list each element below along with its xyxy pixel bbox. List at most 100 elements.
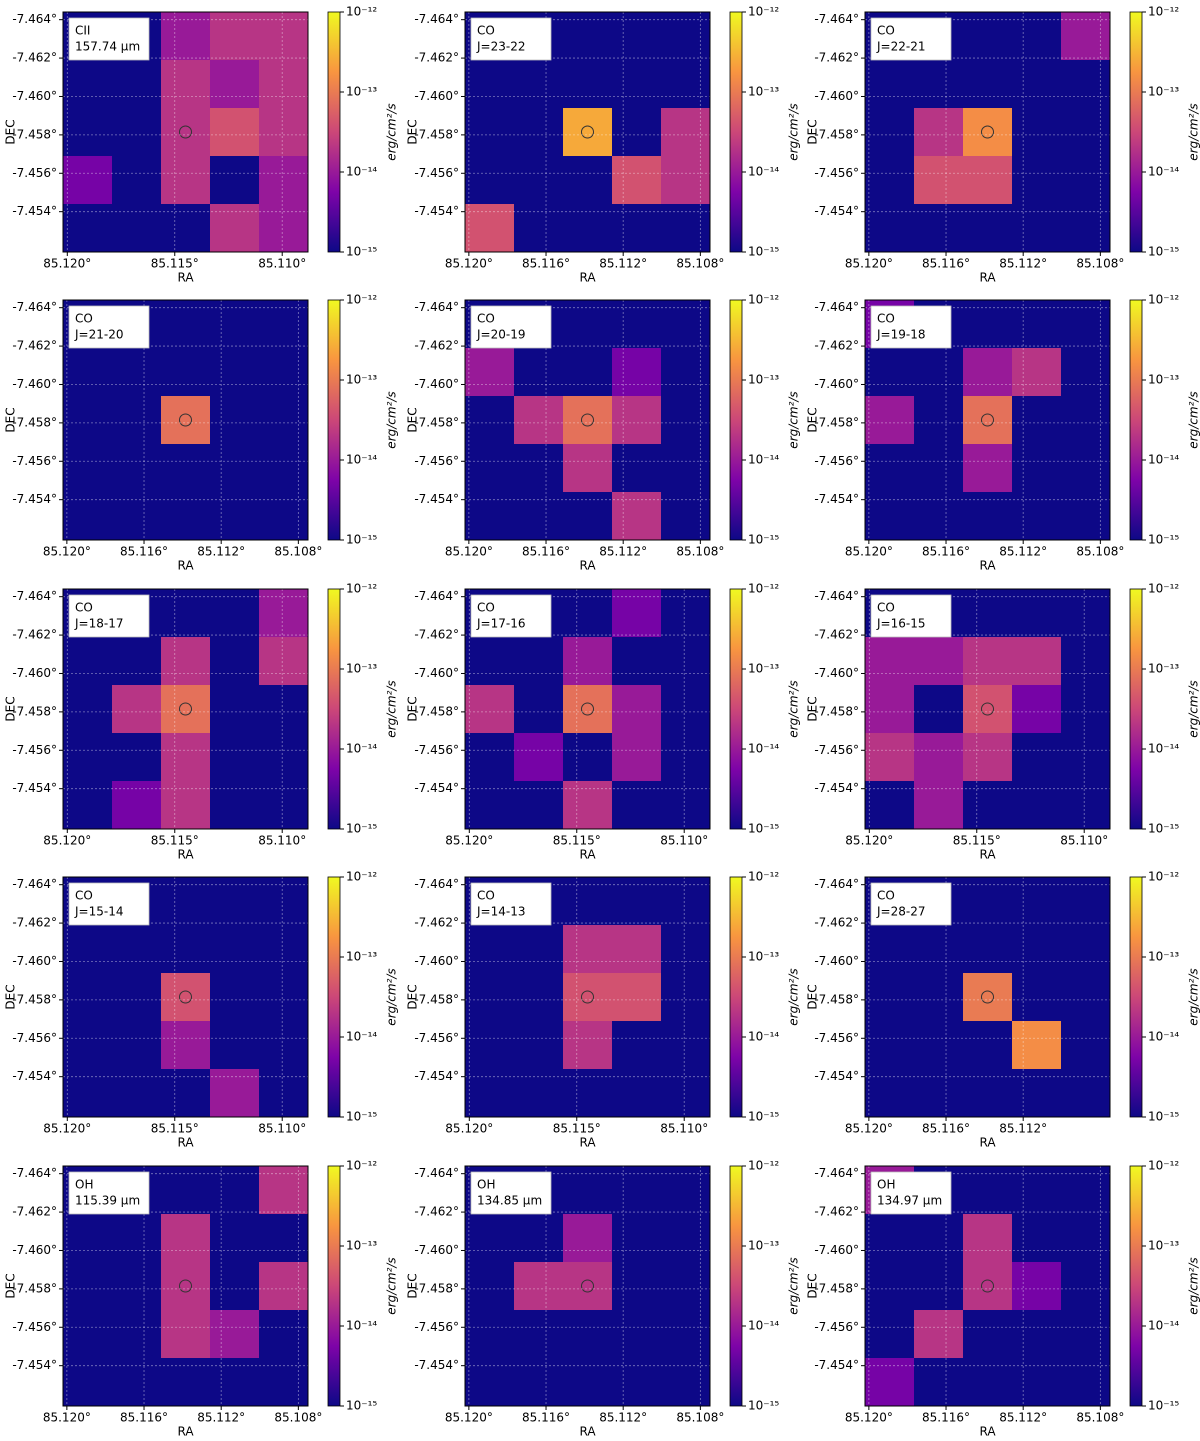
- plot-frame: [464, 11, 711, 253]
- pixel: [1061, 108, 1111, 157]
- pixel: [1061, 1021, 1111, 1070]
- pixel: [210, 12, 260, 61]
- pixel: [914, 781, 964, 830]
- y-tick-label: -7.454°: [814, 492, 859, 506]
- pixel: [914, 973, 964, 1022]
- pixel: [563, 492, 613, 541]
- pixel: [661, 1310, 711, 1359]
- pixel: [112, 1310, 162, 1359]
- pixel: [514, 396, 564, 445]
- pixel: [112, 1214, 162, 1263]
- colorbar-tick-label: 10⁻¹⁵: [346, 1399, 377, 1413]
- pixel: [865, 1021, 915, 1070]
- pixel: [661, 781, 711, 830]
- y-tick-label: -7.458°: [414, 415, 459, 429]
- pixel: [612, 1358, 662, 1407]
- pixel: [865, 1262, 915, 1311]
- pixel: [661, 348, 711, 397]
- source-marker: [981, 125, 994, 139]
- pixel: [112, 925, 162, 974]
- panel-label: J=20-19: [476, 328, 525, 342]
- pixel: [1061, 492, 1111, 541]
- colorbar-tick-label: 10⁻¹⁵: [346, 533, 377, 547]
- colorbar-tick-label: 10⁻¹²: [1148, 5, 1179, 19]
- pixel: [465, 781, 515, 830]
- x-axis-label: RA: [177, 1136, 194, 1150]
- y-axis-label: DEC: [4, 696, 18, 721]
- pixel: [661, 60, 711, 109]
- pixel: [963, 300, 1013, 349]
- pixel: [259, 877, 309, 926]
- pixel: [161, 396, 211, 445]
- pixel: [563, 781, 613, 830]
- pixel: [259, 1166, 309, 1215]
- pixel: [465, 1358, 515, 1407]
- pixel: [1012, 1021, 1062, 1070]
- colorbar-tick-label: 10⁻¹⁴: [1148, 1030, 1179, 1044]
- colorbar-tick-label: 10⁻¹³: [1148, 85, 1179, 99]
- pixel: [612, 973, 662, 1022]
- panel-label: CO: [477, 889, 495, 903]
- pixel: [865, 60, 915, 109]
- pixel: [612, 781, 662, 830]
- pixel: [661, 12, 711, 61]
- pixel: [1012, 877, 1062, 926]
- pixel: [514, 781, 564, 830]
- pixel: [963, 1166, 1013, 1215]
- pixel: [914, 637, 964, 686]
- pixel: [612, 733, 662, 782]
- pixel: [865, 348, 915, 397]
- y-tick-label: -7.462°: [12, 916, 57, 930]
- y-tick-label: -7.460°: [814, 377, 859, 391]
- panel-label: 134.85 μm: [477, 1194, 542, 1208]
- pixel: [563, 1166, 613, 1215]
- pixel: [865, 685, 915, 734]
- pixel: [210, 637, 260, 686]
- pixel: [161, 1310, 211, 1359]
- pixel: [514, 733, 564, 782]
- plot-frame: [864, 299, 1111, 541]
- colorbar-tick-label: 10⁻¹³: [748, 1239, 779, 1253]
- panel-label: J=28-27: [876, 905, 925, 919]
- source-marker: [179, 702, 192, 716]
- x-tick-label: 85.112°: [599, 257, 647, 271]
- pixel: [963, 1069, 1013, 1118]
- pixel: [514, 1021, 564, 1070]
- colorbar: [1129, 876, 1143, 1118]
- pixel: [210, 589, 260, 638]
- pixel: [563, 300, 613, 349]
- pixel: [1061, 1214, 1111, 1263]
- colorbar-tick-label: 10⁻¹⁵: [1148, 245, 1179, 259]
- pixel: [112, 1069, 162, 1118]
- y-tick-label: -7.460°: [12, 666, 57, 680]
- colorbar-tick-label: 10⁻¹³: [1148, 950, 1179, 964]
- pixel: [563, 108, 613, 157]
- label-box: [470, 305, 552, 349]
- x-axis-label: RA: [579, 271, 596, 285]
- y-tick-label: -7.462°: [12, 628, 57, 642]
- pixel: [465, 925, 515, 974]
- colorbar-tick-label: 10⁻¹⁴: [1148, 453, 1179, 467]
- colorbar-label: erg/cm²/s: [787, 968, 801, 1025]
- colorbar-tick-label: 10⁻¹³: [748, 662, 779, 676]
- y-tick-label: -7.458°: [414, 992, 459, 1006]
- pixel: [661, 1069, 711, 1118]
- pixel: [612, 1166, 662, 1215]
- pixel: [865, 444, 915, 493]
- pixel: [612, 1262, 662, 1311]
- pixel: [514, 973, 564, 1022]
- colorbar-tick-label: 10⁻¹⁴: [748, 1030, 779, 1044]
- pixel: [514, 1310, 564, 1359]
- colorbar-tick-label: 10⁻¹⁴: [748, 1319, 779, 1333]
- pixel: [914, 1262, 964, 1311]
- pixel: [465, 108, 515, 157]
- y-tick-label: -7.462°: [814, 628, 859, 642]
- pixel: [210, 396, 260, 445]
- pixel: [112, 492, 162, 541]
- pixel: [963, 781, 1013, 830]
- y-tick-label: -7.462°: [414, 51, 459, 65]
- y-tick-label: -7.464°: [414, 12, 459, 26]
- pixel: [259, 60, 309, 109]
- colorbar-tick-label: 10⁻¹²: [346, 582, 377, 596]
- x-axis-label: RA: [979, 1136, 996, 1150]
